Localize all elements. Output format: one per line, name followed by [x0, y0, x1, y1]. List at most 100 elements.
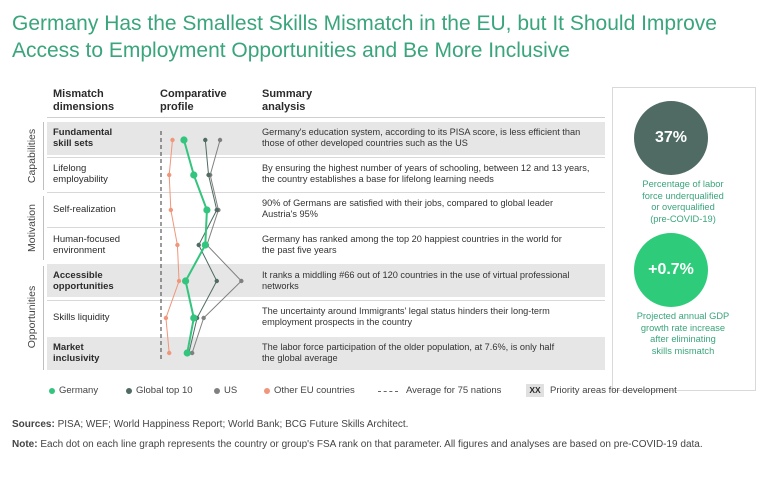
analysis-6: The labor force participation of the old… [262, 342, 602, 364]
point-other-eu-countries-0 [170, 137, 175, 143]
stat-circle-mismatch: 37% [634, 101, 708, 175]
sources-text: PISA; WEF; World Happiness Report; World… [57, 419, 409, 430]
point-other-eu-countries-5 [163, 315, 169, 321]
stat-1-line3: after eliminating [650, 334, 716, 344]
stat-text-mismatch: Percentage of labor force underqualified… [623, 179, 743, 225]
point-global-top-10-0 [203, 137, 208, 143]
stats-panel [612, 87, 756, 391]
dimension-4-line2: opportunities [53, 281, 114, 292]
sources-note: Sources: PISA; WEF; World Happiness Repo… [12, 419, 762, 432]
note-label: Note: [12, 439, 38, 450]
dimension-0-line1: Fundamental [53, 127, 113, 138]
point-us-0 [217, 137, 223, 143]
dimension-label-4: Accessible opportunities [53, 270, 153, 292]
point-germany-4 [182, 277, 190, 285]
legend-us: US [224, 385, 238, 396]
analysis-6-line2: the global average [262, 353, 338, 363]
point-other-eu-countries-3 [175, 242, 180, 248]
header-analysis-line2: analysis [262, 101, 306, 113]
header-profile-line2: profile [160, 101, 194, 113]
analysis-4: It ranks a middling #66 out of 120 count… [262, 270, 602, 292]
point-germany-2 [203, 206, 211, 214]
legend-germany-icon [49, 388, 55, 394]
row-bg-4 [47, 264, 605, 297]
legend-us-icon [214, 388, 220, 394]
row-sep-1 [47, 157, 605, 158]
point-germany-0 [180, 136, 188, 144]
legend-global-top10-icon [126, 388, 132, 394]
legend-priority: Priority areas for development [550, 385, 677, 396]
analysis-3-line1: Germany has ranked among the top 20 happ… [262, 234, 562, 244]
header-divider [47, 117, 605, 118]
dimension-1-line2: employability [53, 174, 108, 185]
analysis-2-line2: Austria's 95% [262, 209, 318, 219]
analysis-5-line2: employment prospects in the country [262, 317, 413, 327]
header-profile: Comparative profile [160, 88, 227, 114]
header-dimensions-line2: dimensions [53, 101, 115, 113]
point-other-eu-countries-4 [176, 278, 182, 284]
analysis-5-line1: The uncertainty around Immigrants' legal… [262, 306, 550, 316]
point-global-top-10-4 [214, 278, 219, 284]
stat-0-line4: (pre-COVID-19) [650, 213, 716, 224]
row-sep-5 [47, 300, 605, 301]
stat-1-line2: growth rate increase [640, 322, 726, 333]
point-global-top-10-1 [206, 172, 211, 178]
point-other-eu-countries-1 [167, 172, 172, 178]
analysis-1-line2: the country establishes a base for lifel… [262, 174, 494, 184]
category-line-opportunities [43, 266, 44, 370]
analysis-6-line1: The labor force participation of the old… [262, 342, 555, 352]
dimension-label-1: Lifelong employability [53, 163, 153, 185]
analysis-2: 90% of Germans are satisfied with their … [262, 198, 602, 220]
analysis-2-line1: 90% of Germans are satisfied with their … [262, 198, 554, 208]
dimension-2-line1: Self-realization [53, 204, 116, 215]
row-sep-3 [47, 227, 605, 228]
analysis-4-line1: It ranks a middling #66 out of 120 count… [262, 270, 570, 280]
dimension-1-line1: Lifelong [53, 163, 87, 174]
analysis-0-line1: Germany's education system, according to… [262, 127, 581, 137]
point-germany-5 [190, 314, 198, 322]
header-dimensions-line1: Mismatch [53, 88, 104, 100]
dimension-6-line1: Market [53, 342, 84, 353]
point-global-top-10-3 [196, 242, 201, 248]
category-line-motivation [43, 196, 44, 260]
analysis-1-line1: By ensuring the highest number of years … [262, 163, 590, 173]
footnote: Note: Each dot on each line graph repres… [12, 439, 762, 452]
stat-1-line1: Projected annual GDP [636, 311, 730, 321]
point-other-eu-countries-2 [168, 207, 174, 213]
header-profile-line1: Comparative [160, 88, 227, 100]
dimension-label-2: Self-realization [53, 204, 153, 215]
legend-global-top10: Global top 10 [136, 385, 193, 396]
row-bg-0 [47, 122, 605, 155]
header-analysis: Summary analysis [262, 88, 312, 114]
legend-xx-box: XX [526, 384, 544, 397]
legend-average-icon [378, 391, 398, 392]
dimension-label-5: Skills liquidity [53, 312, 153, 323]
chart-title: Germany Has the Smallest Skills Mismatch… [12, 12, 717, 62]
analysis-0: Germany's education system, according to… [262, 127, 602, 149]
dimension-label-6: Market inclusivity [53, 342, 153, 364]
row-bg-6 [47, 337, 605, 370]
header-analysis-line1: Summary [262, 88, 313, 100]
legend-germany: Germany [59, 385, 99, 396]
legend-other-eu: Other EU countries [274, 385, 355, 396]
point-global-top-10-2 [214, 207, 219, 213]
legend-other-eu-icon [264, 388, 270, 394]
analysis-4-line2: networks [262, 281, 299, 291]
point-germany-1 [190, 171, 198, 179]
analysis-0-line2: those of other developed countries such … [262, 138, 468, 148]
point-germany-3 [201, 241, 209, 249]
dimension-0-line2: skill sets [53, 138, 94, 149]
stat-0-line1: Percentage of labor [642, 179, 724, 189]
analysis-3-line2: the past five years [262, 245, 337, 255]
dimension-3-line1: Human-focused [53, 234, 121, 245]
dimension-6-line2: inclusivity [53, 353, 100, 364]
stat-circle-gdp: +0.7% [634, 233, 708, 307]
row-sep-2 [47, 192, 605, 193]
legend-average: Average for 75 nations [406, 385, 502, 396]
stat-0-line2: force underqualified [642, 190, 724, 201]
analysis-1: By ensuring the highest number of years … [262, 163, 602, 185]
point-other-eu-countries-6 [167, 350, 172, 356]
dimension-4-line1: Accessible [53, 270, 103, 281]
analysis-3: Germany has ranked among the top 20 happ… [262, 234, 602, 256]
